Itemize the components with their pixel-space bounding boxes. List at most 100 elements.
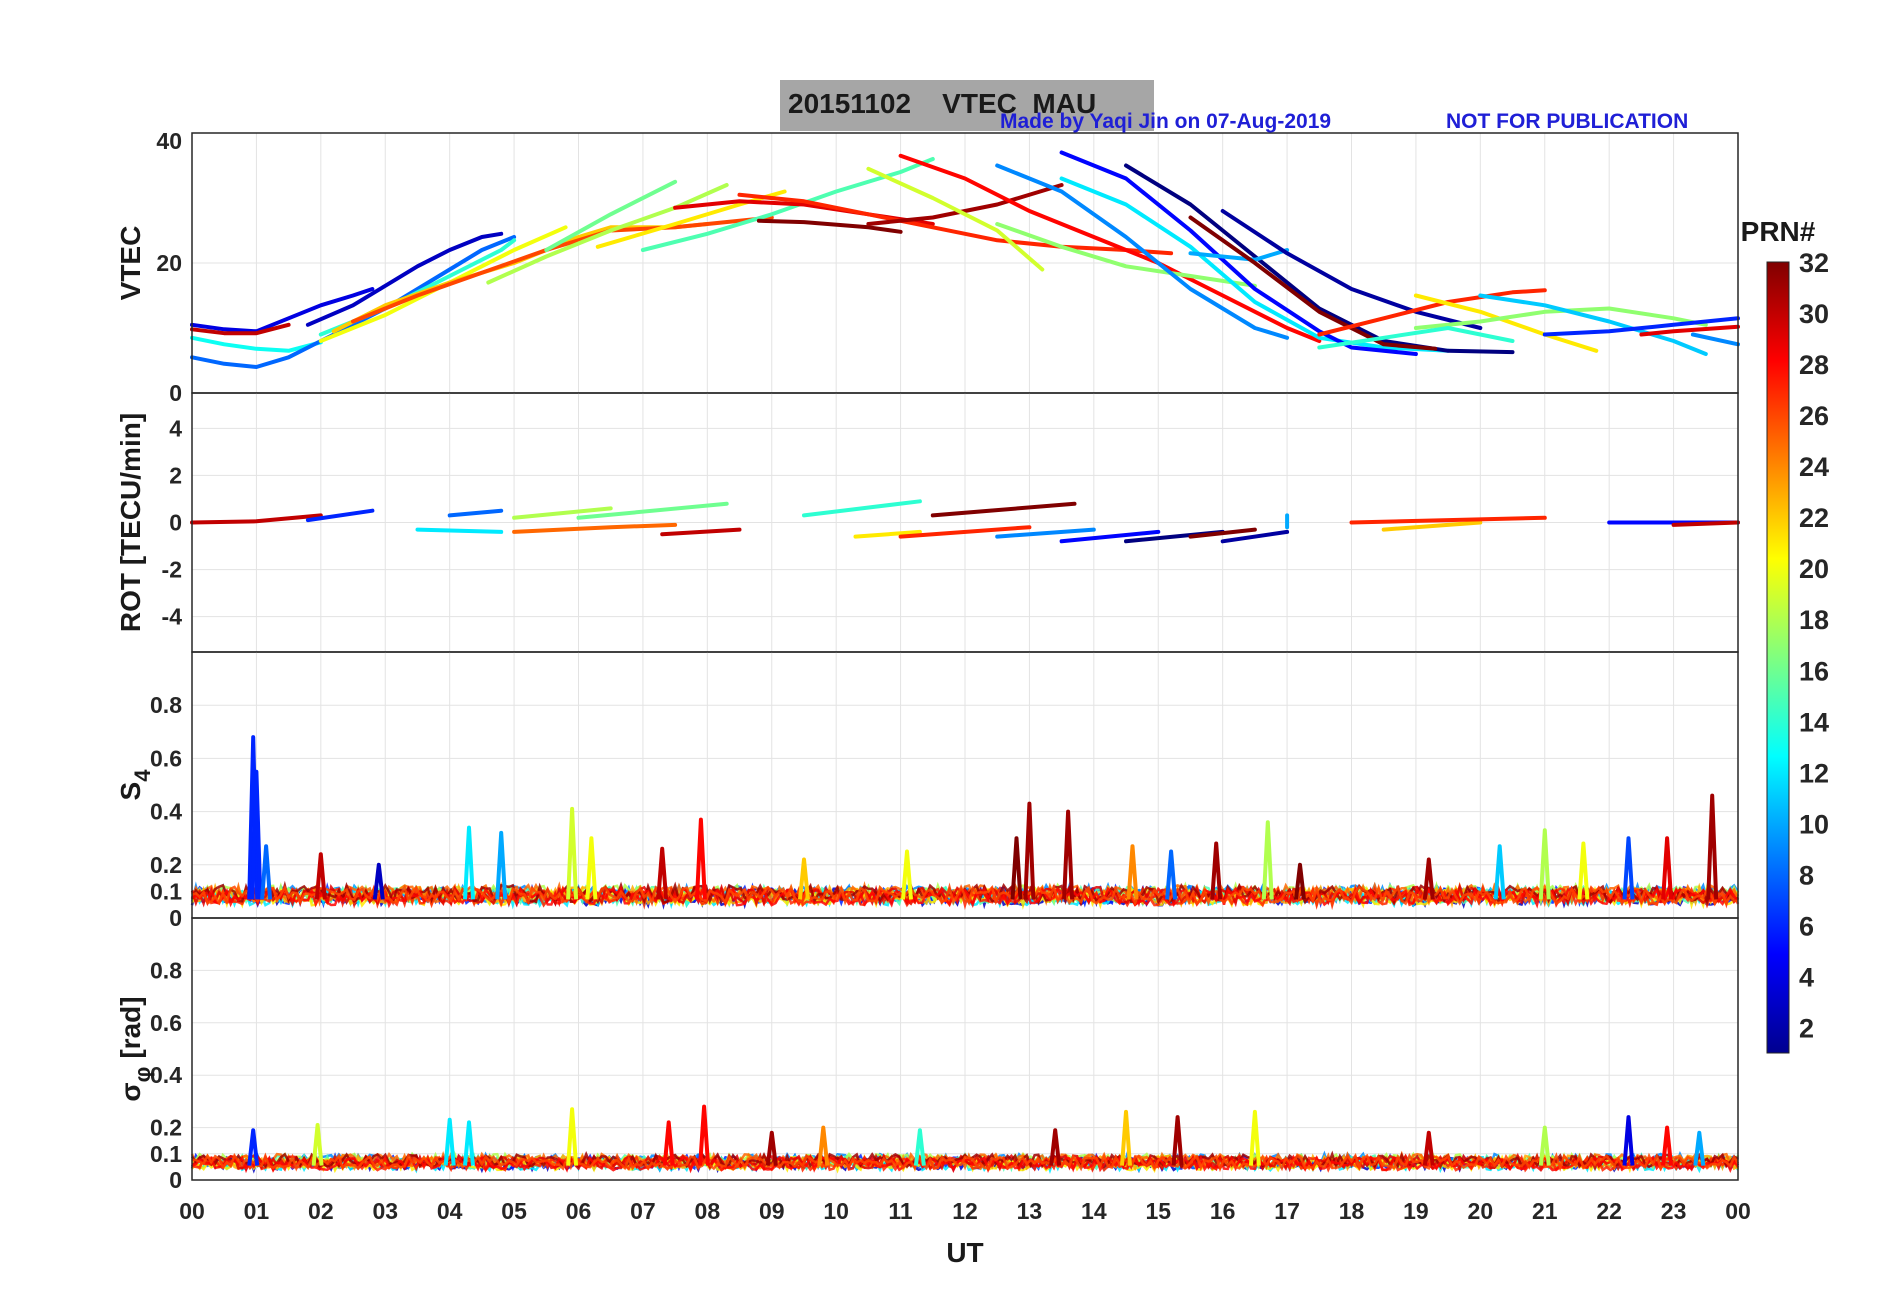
spike-prn-12 <box>463 825 475 900</box>
y-tick-label: 2 <box>169 462 182 488</box>
colorbar-tick-label: 26 <box>1799 401 1829 431</box>
series-line-prn-13 <box>190 335 323 353</box>
x-tick-label: 13 <box>1017 1198 1043 1224</box>
colorbar-tick-label: 28 <box>1799 350 1829 380</box>
series-line-prn-6 <box>305 508 375 523</box>
y-tick-label: 20 <box>156 250 182 276</box>
series-line-prn-32 <box>1188 215 1438 351</box>
y-axis-label-rot: ROT [TECU/min] <box>115 413 146 632</box>
title-product: VTEC <box>942 88 1017 119</box>
series-line-prn-26 <box>351 215 774 324</box>
series-line-prn-9 <box>1690 332 1740 347</box>
spike-prn-18 <box>1538 828 1551 900</box>
panel-rot: 4 2 0 -2 -4 ROT [TECU/min] <box>115 392 1740 653</box>
series-line-prn-2 <box>1220 529 1290 544</box>
spike-prn-31 <box>1422 857 1435 900</box>
spike-prn-20 <box>1577 841 1590 900</box>
x-tick-label: 11 <box>888 1198 913 1224</box>
spike-prn-31 <box>1171 1115 1184 1166</box>
spike-prn-31 <box>1062 809 1075 900</box>
colorbar-tick-label: 6 <box>1799 911 1814 941</box>
spike-prn-31 <box>1706 793 1719 900</box>
x-tick-label: 16 <box>1210 1198 1236 1224</box>
series-line-prn-32 <box>756 218 903 234</box>
spike-prn-10 <box>1693 1130 1706 1166</box>
colorbar-tick-label: 16 <box>1799 656 1829 686</box>
series-line-prn-27 <box>737 192 1174 256</box>
spike-prn-12 <box>463 1120 475 1166</box>
y-tick-label: 0.8 <box>150 957 182 983</box>
panel-vtec: 40 20 0 VTEC <box>115 128 1740 406</box>
x-tick-label: 09 <box>759 1198 785 1224</box>
colorbar-tick-label: 4 <box>1799 962 1814 992</box>
series-line-prn-18 <box>512 506 613 520</box>
spike-prn-8 <box>1165 849 1178 900</box>
x-tick-label: 21 <box>1532 1198 1558 1224</box>
series-line-prn-30 <box>660 527 742 537</box>
colorbar-tick-label: 30 <box>1799 299 1829 329</box>
title-date: 20151102 <box>788 88 912 119</box>
y-tick-label: 0.1 <box>150 1141 182 1167</box>
x-tick-label: 05 <box>501 1198 527 1224</box>
y-axis-label-s4: S4 <box>115 769 155 801</box>
x-tick-label: 06 <box>566 1198 592 1224</box>
x-tick-label: 22 <box>1596 1198 1622 1224</box>
y-tick-label: 0.6 <box>150 1010 182 1036</box>
spike-prn-22 <box>1120 1109 1132 1166</box>
colorbar-tick-label: 8 <box>1799 860 1814 890</box>
series-line-prn-14 <box>802 499 922 518</box>
spike-prn-31 <box>765 1130 778 1166</box>
x-tick-label: 08 <box>695 1198 721 1224</box>
spike-prn-11 <box>1493 844 1506 900</box>
series-line-prn-29 <box>1639 324 1740 337</box>
series-line-prn-27 <box>898 525 1032 539</box>
noise-trace-prn-26 <box>192 1152 1740 1173</box>
panel-s4: 0.8 0.6 0.4 0.20.10 S4 <box>115 651 1740 931</box>
y-tick-label: 0.2 <box>150 852 182 878</box>
spike-prn-20 <box>1248 1109 1261 1166</box>
y-tick-label: 40 <box>156 128 182 154</box>
y-tick-label: 0.6 <box>150 745 182 771</box>
series-line-prn-32 <box>930 501 1077 518</box>
colorbar-tick-label: 12 <box>1799 758 1829 788</box>
spike-prn-32 <box>1294 862 1306 900</box>
series-line-prn-12 <box>415 527 504 534</box>
series-line-prn-17 <box>1413 306 1708 330</box>
colorbar <box>1766 261 1790 1054</box>
spike-prn-28 <box>694 817 707 900</box>
colorbar-tick-label: 24 <box>1799 452 1829 482</box>
x-tick-label: 20 <box>1468 1198 1494 1224</box>
colorbar-tick-label: 10 <box>1799 809 1829 839</box>
x-tick-label: 17 <box>1274 1198 1300 1224</box>
spike-prn-6 <box>247 1128 260 1166</box>
series-line-prn-27 <box>1349 515 1547 525</box>
spike-prn-30 <box>656 846 669 900</box>
series-line-prn-11 <box>1478 293 1708 356</box>
series-line-prn-5 <box>1059 529 1161 544</box>
series-line-prn-9 <box>995 527 1096 539</box>
spike-prn-29 <box>1661 836 1674 900</box>
colorbar-tick-label: 20 <box>1799 554 1829 584</box>
y-tick-label: 0.1 <box>150 878 182 904</box>
y-tick-label: 0 <box>169 510 182 536</box>
series-line-prn-21 <box>1413 293 1599 353</box>
series-line-prn-10 <box>1188 248 1290 262</box>
y-axis-label-sigma: σφ[rad] <box>115 996 155 1101</box>
noise-trace-prn-27 <box>191 1154 1740 1173</box>
spike-prn-32 <box>1010 836 1023 900</box>
x-tick-label: 03 <box>372 1198 398 1224</box>
x-axis-label: UT <box>946 1237 983 1268</box>
series-line-prn-4 <box>190 287 375 334</box>
spike-prn-14 <box>913 1128 926 1166</box>
spike-prn-28 <box>662 1120 675 1166</box>
spike-prn-6 <box>250 769 263 900</box>
series-line-prn-25 <box>512 522 678 534</box>
credit-text: Made by Yaqi Jin on 07-Aug-2019 <box>1000 110 1332 133</box>
y-tick-label: 0.2 <box>150 1115 182 1141</box>
title-box <box>780 80 1154 131</box>
x-tick-label: 10 <box>823 1198 849 1224</box>
y-axis-label-vtec: VTEC <box>115 226 146 301</box>
series-line-prn-21 <box>853 529 922 539</box>
series-line-prn-17 <box>995 222 1257 288</box>
